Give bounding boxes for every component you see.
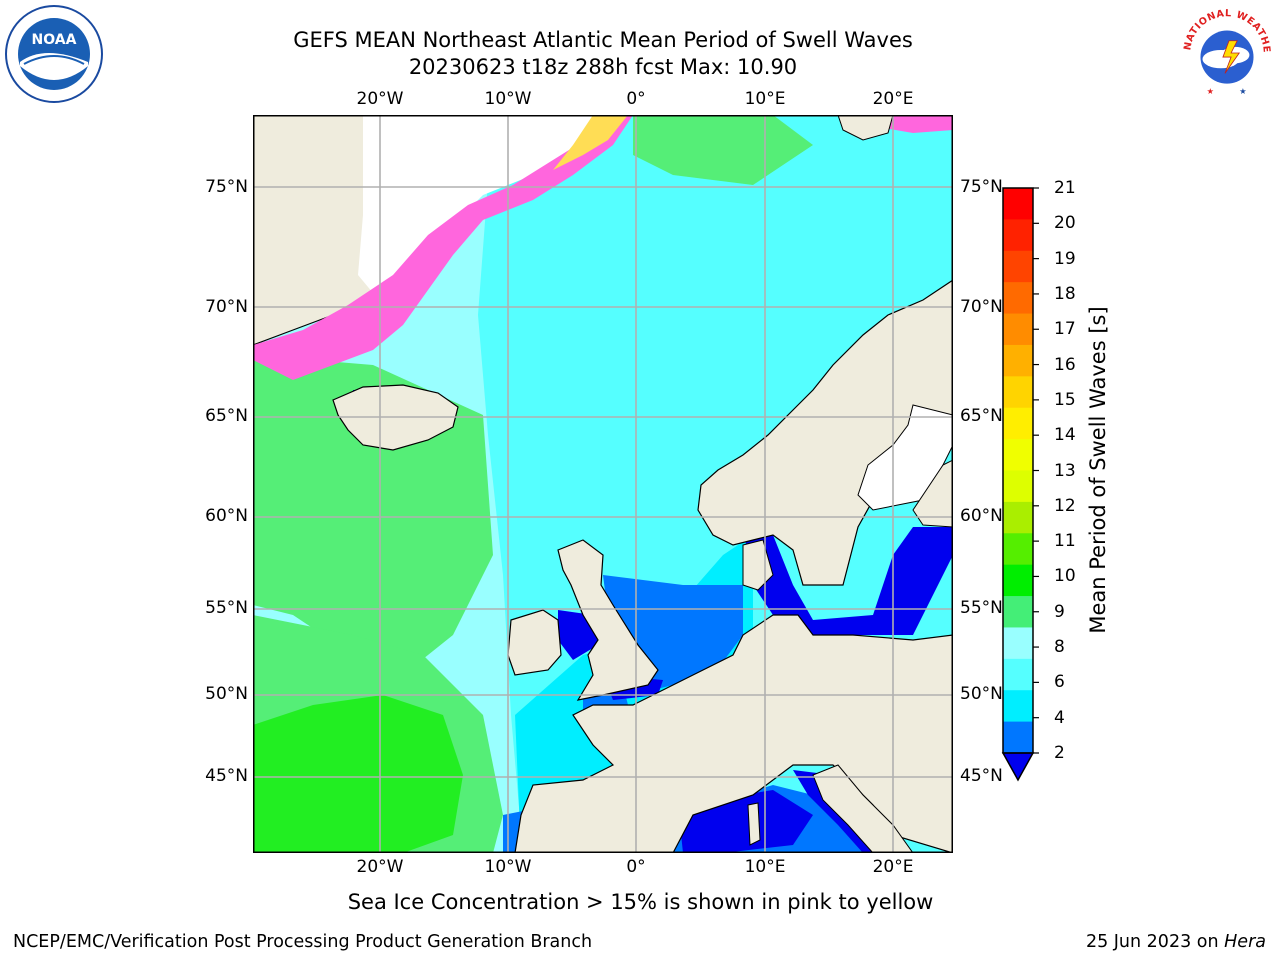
- lon-label-top-20w: 20°W: [356, 89, 404, 109]
- colorbar-segment: [1003, 596, 1033, 628]
- colorbar-label: 4: [1054, 707, 1065, 728]
- footer-host: Hera: [1224, 932, 1266, 952]
- colorbar-segment: [1003, 219, 1033, 252]
- colorbar-title: Mean Period of Swell Waves [s]: [1086, 306, 1110, 634]
- lat-label-left-65n: 65°N: [205, 406, 248, 426]
- footer-date-text: 25 Jun 2023 on: [1085, 932, 1225, 952]
- swell-period-map: [253, 115, 953, 853]
- sea-ice-caption: Sea Ice Concentration > 15% is shown in …: [347, 890, 934, 914]
- colorbar-label: 9: [1054, 601, 1065, 622]
- finland-land: [912, 459, 953, 528]
- colorbar-segment: [1003, 313, 1033, 346]
- lat-label-right-75n: 75°N: [960, 177, 1003, 197]
- ireland-land: [507, 609, 562, 676]
- colorbar-segment: [1003, 407, 1033, 440]
- lat-label-right-65n: 65°N: [960, 406, 1003, 426]
- colorbar-label: 17: [1054, 319, 1076, 340]
- lon-label-top-10e: 10°E: [744, 89, 786, 109]
- graticule: [253, 115, 953, 853]
- lat-label-left-50n: 50°N: [205, 684, 248, 704]
- colorbar-segment: [1003, 564, 1033, 597]
- colorbar-ticks: [1033, 187, 1039, 754]
- colorbar-label: 18: [1054, 283, 1076, 304]
- colorbar-label: 21: [1054, 178, 1076, 198]
- map-border: [253, 115, 953, 853]
- ocean-dark-blue-baltic: [743, 527, 953, 635]
- lon-label-bottom-20w: 20°W: [356, 857, 404, 877]
- lat-label-right-45n: 45°N: [960, 766, 1003, 786]
- footer-credit: NCEP/EMC/Verification Post Processing Pr…: [13, 932, 593, 952]
- svalbard-land: [837, 115, 894, 141]
- lat-label-right-50n: 50°N: [960, 684, 1003, 704]
- lat-label-left-55n: 55°N: [205, 598, 248, 618]
- colorbar-segments: [1003, 188, 1033, 754]
- chart-subtitle: 20230623 t18z 288h fcst Max: 10.90: [408, 55, 798, 79]
- scandinavia-land: [697, 279, 953, 586]
- footer-date: 25 Jun 2023 on Hera: [1086, 932, 1266, 952]
- lat-label-left-45n: 45°N: [205, 766, 248, 786]
- colorbar-min-arrow: [1001, 752, 1035, 782]
- lat-label-left-70n: 70°N: [205, 297, 248, 317]
- colorbar-segment: [1003, 250, 1033, 283]
- lon-label-top-20e: 20°E: [872, 89, 914, 109]
- colorbar-label: 16: [1054, 354, 1076, 375]
- ocean-green-north: [633, 115, 813, 185]
- colorbar: [1001, 187, 1039, 782]
- lon-label-bottom-0: 0°: [626, 857, 646, 877]
- colorbar-segment: [1003, 533, 1033, 566]
- lon-label-top-0: 0°: [626, 89, 646, 109]
- colorbar-label: 10: [1054, 566, 1076, 587]
- lat-label-left-60n: 60°N: [205, 506, 248, 526]
- lat-label-right-60n: 60°N: [960, 506, 1003, 526]
- colorbar-label: 8: [1054, 637, 1065, 658]
- colorbar-segment: [1003, 470, 1033, 503]
- svg-text:★: ★: [1239, 86, 1246, 96]
- noaa-logo-text: NOAA: [32, 32, 77, 48]
- colorbar-segment: [1003, 690, 1033, 723]
- colorbar-label: 20: [1054, 213, 1076, 234]
- colorbar-segment: [1003, 439, 1033, 471]
- svg-text:★: ★: [1207, 86, 1214, 96]
- chart-title: GEFS MEAN Northeast Atlantic Mean Period…: [293, 28, 913, 52]
- lon-label-top-10w: 10°W: [484, 89, 532, 109]
- colorbar-label: 12: [1054, 495, 1076, 516]
- colorbar-label: 2: [1054, 743, 1065, 763]
- lon-label-bottom-10w: 10°W: [484, 857, 532, 877]
- sea-ice-yellow-edge: [553, 115, 628, 170]
- colorbar-segment: [1003, 376, 1033, 409]
- lon-label-bottom-10e: 10°E: [744, 857, 786, 877]
- nws-logo-icon: NATIONAL WEATHER SERVICE ★ ★: [1176, 2, 1276, 102]
- sea-ice-pink-svalbard: [878, 115, 953, 133]
- colorbar-segment: [1003, 658, 1033, 691]
- lat-label-left-75n: 75°N: [205, 177, 248, 197]
- colorbar-segment: [1003, 721, 1033, 754]
- noaa-logo-icon: NOAA: [5, 5, 103, 103]
- lon-label-bottom-20e: 20°E: [872, 857, 914, 877]
- gulf-of-bothnia: [857, 404, 953, 511]
- corsica-sardinia-land: [747, 802, 761, 846]
- colorbar-segment: [1003, 344, 1033, 377]
- colorbar-segment: [1003, 282, 1033, 315]
- colorbar-segment: [1003, 627, 1033, 660]
- colorbar-label: 14: [1054, 425, 1076, 446]
- colorbar-label: 19: [1054, 248, 1076, 269]
- lat-label-right-55n: 55°N: [960, 598, 1003, 618]
- lat-label-right-70n: 70°N: [960, 297, 1003, 317]
- colorbar-label: 11: [1054, 531, 1076, 552]
- colorbar-label: 6: [1054, 672, 1065, 693]
- sea-ice-pink-band: [253, 115, 633, 380]
- colorbar-label: 15: [1054, 389, 1076, 410]
- ocean-bright-green: [253, 695, 463, 853]
- colorbar-label: 13: [1054, 460, 1076, 481]
- colorbar-segment: [1003, 188, 1033, 220]
- italy-land: [812, 764, 914, 853]
- colorbar-segment: [1003, 501, 1033, 534]
- continental-europe-land: [514, 614, 953, 853]
